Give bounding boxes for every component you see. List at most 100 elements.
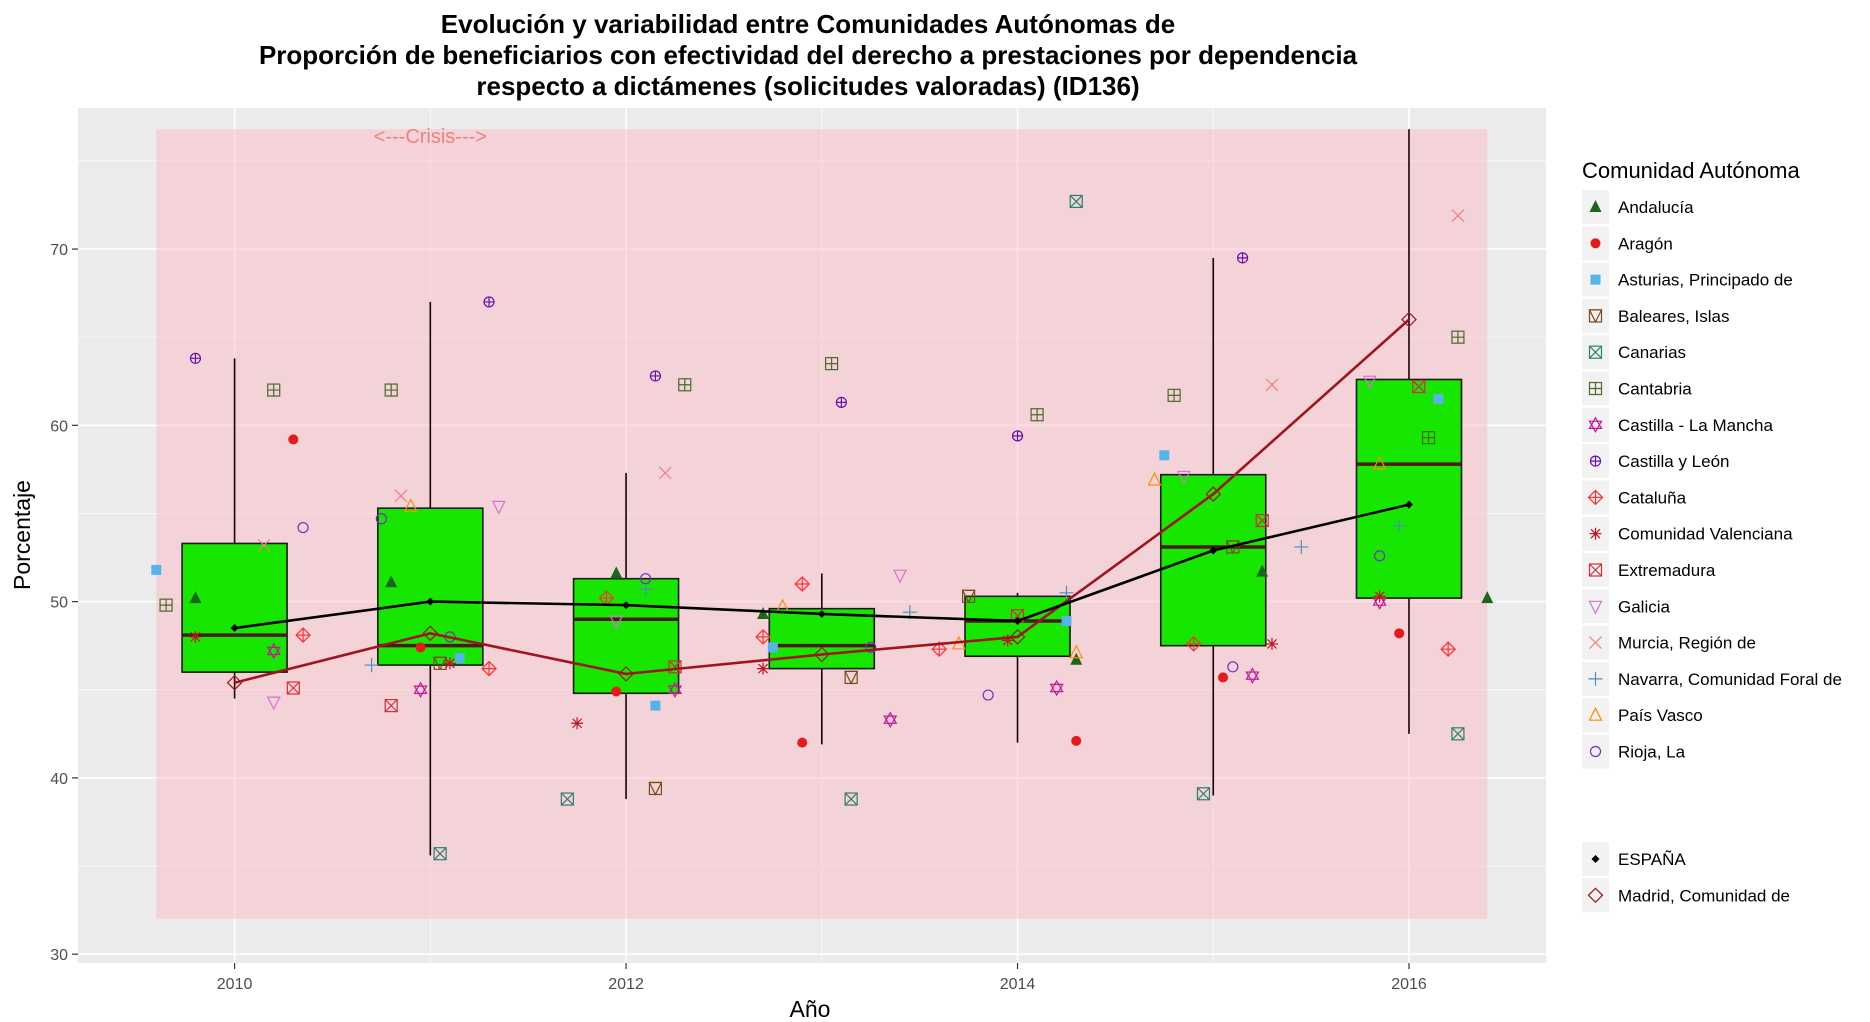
legend-item-ref: Madrid, Comunidad de — [1582, 878, 1790, 913]
data-point — [982, 689, 994, 701]
legend-item: Comunidad Valenciana — [1582, 516, 1793, 551]
plot-area: <---Crisis---> 30 40 50 60 70 2010 2012 2014 2016 — [50, 108, 1546, 993]
data-point — [189, 352, 202, 364]
legend-label: Navarra, Comunidad Foral de — [1618, 670, 1842, 689]
legend-label: Asturias, Principado de — [1618, 271, 1793, 290]
data-point — [1294, 539, 1309, 554]
legend-label: Madrid, Comunidad de — [1618, 886, 1790, 905]
data-point-ref-0 — [817, 609, 826, 618]
series-2 — [151, 393, 1444, 711]
data-point — [1196, 787, 1211, 801]
data-point — [865, 641, 877, 654]
box-body — [572, 577, 680, 695]
legend-item: Murcia, Región de — [1582, 625, 1756, 660]
data-point — [1011, 430, 1024, 442]
data-point — [1421, 431, 1436, 445]
data-point — [835, 396, 847, 409]
data-point — [797, 737, 808, 748]
chart-title: Evolución y variabilidad entre Comunidad… — [259, 9, 1358, 101]
series-11 — [266, 375, 1377, 711]
legend-marker — [1588, 600, 1603, 615]
data-point — [1176, 470, 1191, 485]
data-point-ref-0 — [1209, 546, 1218, 555]
series-5 — [159, 330, 1465, 612]
data-point — [560, 792, 574, 806]
data-point-ref-1 — [1009, 629, 1026, 645]
legend-item: Extremadura — [1582, 553, 1716, 587]
chart-title-line-2: Proporción de beneficiarios con efectivi… — [259, 40, 1358, 70]
legend-key — [1582, 407, 1609, 442]
chart-title-line-1: Evolución y variabilidad entre Comunidad… — [441, 9, 1175, 39]
data-point — [384, 383, 398, 397]
data-point — [1071, 735, 1082, 746]
legend-item-ref: ESPAÑA — [1582, 842, 1686, 876]
legend-marker — [1589, 745, 1602, 758]
legend-key — [1582, 298, 1609, 333]
data-point — [650, 700, 661, 711]
y-tick-label: 30 — [50, 947, 68, 964]
series-10 — [286, 379, 1426, 713]
data-point-ref-0 — [1013, 617, 1022, 625]
legend-title: Comunidad Autónoma — [1582, 158, 1800, 183]
y-tick-label: 70 — [50, 242, 68, 259]
data-point — [638, 582, 653, 597]
data-point — [189, 630, 202, 643]
data-point — [375, 513, 387, 525]
x-tick-label: 2016 — [1391, 976, 1427, 993]
data-point-ref-0 — [622, 601, 631, 610]
data-point — [1070, 652, 1083, 665]
legend-label: Castilla y León — [1618, 452, 1730, 471]
data-point — [658, 466, 672, 480]
data-point — [1245, 667, 1260, 684]
series-15 — [297, 513, 1386, 701]
data-point — [640, 573, 652, 585]
data-point — [413, 681, 428, 698]
legend-item: Asturias, Principado de — [1582, 262, 1793, 297]
legend: Comunidad Autónoma Andalucía Aragón Asturi… — [1582, 158, 1842, 913]
legend-label: Murcia, Región de — [1618, 634, 1756, 653]
legend-item: Cantabria — [1582, 371, 1692, 406]
data-point — [755, 629, 771, 645]
legend-key — [1582, 734, 1609, 769]
data-point — [893, 569, 908, 584]
data-point-ref-1 — [618, 666, 634, 682]
legend-marker — [1588, 309, 1603, 324]
series-12 — [257, 209, 1465, 552]
y-tick-label: 60 — [50, 418, 68, 435]
legend-label: Andalucía — [1618, 198, 1694, 217]
data-point — [1373, 590, 1386, 603]
legend-label: Aragón — [1618, 234, 1673, 253]
legend-label: País Vasco — [1618, 706, 1703, 725]
data-point — [1362, 375, 1377, 390]
data-point — [668, 660, 682, 674]
data-point — [267, 383, 281, 397]
plot-panel — [78, 108, 1546, 963]
data-point — [824, 357, 839, 371]
data-point — [1374, 550, 1386, 562]
ca-points — [151, 194, 1494, 861]
legend-label: Extremadura — [1618, 561, 1716, 580]
data-point — [961, 589, 976, 604]
legend-item: Aragón — [1582, 226, 1673, 261]
data-point — [1394, 628, 1405, 639]
legend-marker — [1590, 238, 1601, 249]
data-point-ref-1 — [226, 674, 243, 691]
data-point — [189, 591, 202, 604]
data-point — [1227, 661, 1239, 673]
legend-label: Castilla - La Mancha — [1618, 416, 1774, 435]
crisis-annotation: <---Crisis---> — [374, 126, 487, 148]
data-point — [649, 370, 662, 382]
legend-label: ESPAÑA — [1618, 850, 1686, 869]
data-point — [1433, 393, 1444, 404]
data-point — [1451, 209, 1465, 222]
data-point — [1451, 727, 1465, 741]
x-tick-label: 2014 — [1000, 976, 1036, 993]
data-point — [1392, 518, 1407, 533]
data-point — [1059, 585, 1074, 600]
data-point — [286, 681, 300, 695]
data-point-ref-1 — [1205, 486, 1222, 502]
data-point — [1218, 672, 1229, 683]
data-point — [491, 500, 506, 515]
legend-marker — [1590, 274, 1601, 285]
data-point — [883, 711, 898, 728]
